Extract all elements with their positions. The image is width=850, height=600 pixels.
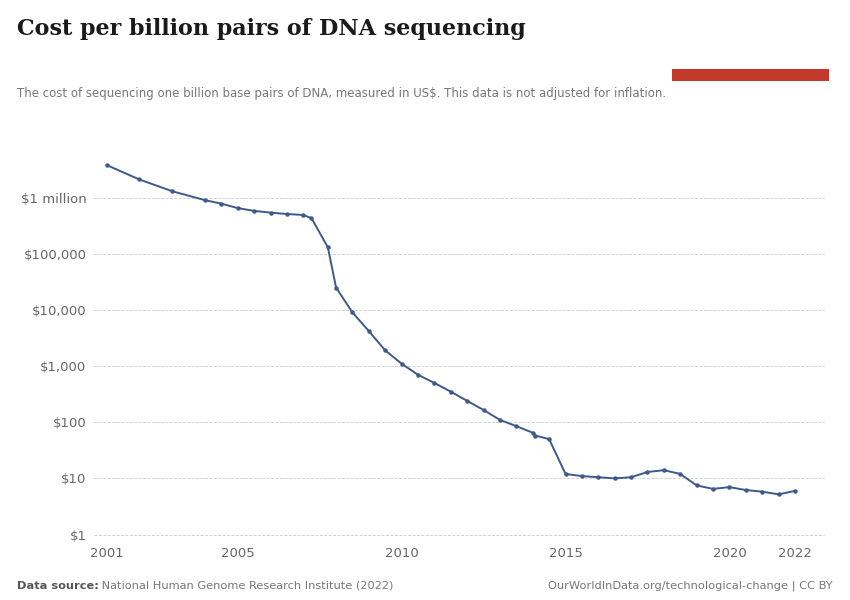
Text: National Human Genome Research Institute (2022): National Human Genome Research Institute… — [98, 581, 393, 591]
Text: Our World
in Data: Our World in Data — [715, 23, 785, 51]
Text: Cost per billion pairs of DNA sequencing: Cost per billion pairs of DNA sequencing — [17, 18, 526, 40]
Text: The cost of sequencing one billion base pairs of DNA, measured in US$. This data: The cost of sequencing one billion base … — [17, 87, 666, 100]
Text: Data source:: Data source: — [17, 581, 99, 591]
Text: OurWorldInData.org/technological-change | CC BY: OurWorldInData.org/technological-change … — [548, 581, 833, 591]
Bar — [672, 69, 829, 81]
